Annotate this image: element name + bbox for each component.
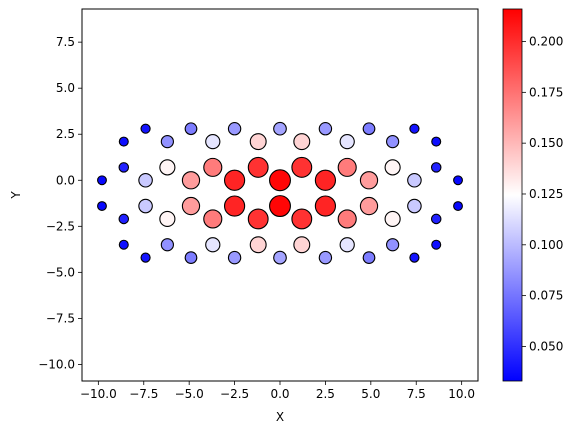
- x-tick-label: 5.0: [361, 387, 380, 401]
- scatter-point: [318, 250, 333, 265]
- y-tick-label: −10.0: [38, 357, 75, 371]
- scatter-point: [227, 121, 242, 136]
- scatter-point: [205, 133, 221, 150]
- scatter-point: [184, 122, 198, 136]
- x-tick-label: 10.0: [448, 387, 475, 401]
- scatter-point: [314, 195, 337, 217]
- x-tick-label: 0.0: [270, 387, 289, 401]
- scatter-point: [407, 172, 422, 188]
- scatter-point: [314, 169, 337, 191]
- scatter-point: [430, 213, 442, 225]
- scatter-point: [181, 171, 201, 190]
- scatter-point: [181, 196, 201, 216]
- x-axis-ticks: −10.0 −7.5 −5.0 −2.5 0.0 2.5 5.0 7.5 10.0: [80, 381, 475, 401]
- scatter-point: [138, 198, 153, 214]
- colorbar-tick-label: 0.050: [529, 339, 563, 353]
- scatter-point: [184, 251, 198, 264]
- y-tick-label: 5.0: [56, 81, 75, 95]
- y-tick-label: 0.0: [56, 173, 75, 187]
- x-tick-label: −7.5: [129, 387, 158, 401]
- scatter-points: [97, 121, 463, 265]
- x-tick-label: −5.0: [175, 387, 204, 401]
- scatter-point: [249, 133, 267, 151]
- scatter-point: [203, 209, 223, 229]
- scatter-point: [409, 123, 420, 134]
- scatter-point: [293, 236, 311, 254]
- scatter-point: [291, 208, 313, 230]
- scatter-point: [227, 250, 242, 265]
- scatter-point: [386, 134, 400, 149]
- scatter-point: [291, 156, 313, 178]
- scatter-point: [453, 201, 463, 211]
- scatter-point: [386, 238, 400, 252]
- scatter-point: [362, 251, 376, 264]
- colorbar-tick-label: 0.100: [529, 238, 563, 252]
- scatter-point: [247, 156, 269, 178]
- scatter-point: [431, 239, 442, 250]
- scatter-point: [384, 159, 401, 176]
- scatter-point: [337, 157, 357, 177]
- y-tick-label: 7.5: [56, 35, 75, 49]
- colorbar-tick-label: 0.175: [529, 85, 563, 99]
- x-tick-label: 2.5: [316, 387, 335, 401]
- plot-frame: [81, 8, 479, 382]
- colorbar-tick-label: 0.125: [529, 187, 563, 201]
- y-tick-label: −5.0: [46, 265, 75, 279]
- scatter-point: [362, 122, 376, 136]
- x-tick-label: −10.0: [80, 387, 117, 401]
- scatter-point: [359, 196, 379, 216]
- scatter-point: [223, 195, 246, 217]
- scatter-point: [409, 252, 420, 263]
- y-axis-ticks: 7.5 5.0 2.5 0.0 −2.5 −5.0 −7.5 −10.0: [38, 35, 82, 371]
- scatter-point: [203, 157, 223, 177]
- scatter-point: [430, 162, 442, 173]
- scatter-point: [318, 121, 333, 136]
- scatter-point: [223, 169, 246, 191]
- scatter-point: [273, 121, 287, 136]
- scatter-point: [138, 172, 153, 188]
- colorbar-gradient: [503, 9, 522, 381]
- scatter-point: [269, 195, 291, 218]
- scatter-point: [339, 237, 355, 253]
- scatter-point: [118, 162, 130, 173]
- scatter-point: [159, 210, 176, 228]
- y-axis-label: Y: [9, 191, 23, 200]
- scatter-point: [205, 237, 221, 253]
- y-tick-label: 2.5: [56, 127, 75, 141]
- scatter-point: [273, 250, 287, 265]
- scatter-point: [160, 238, 174, 252]
- scatter-point: [247, 208, 269, 230]
- scatter-point: [339, 133, 355, 150]
- scatter-point: [118, 239, 129, 250]
- colorbar-frame: [502, 8, 523, 382]
- scatter-point: [118, 213, 130, 225]
- scatter-point: [384, 210, 401, 228]
- colorbar-tick-label: 0.075: [529, 289, 563, 303]
- scatter-point: [359, 171, 379, 190]
- scatter-point: [249, 236, 267, 254]
- scatter-point: [431, 136, 442, 147]
- scatter-point: [160, 134, 174, 149]
- colorbar-tick-label: 0.150: [529, 136, 563, 150]
- scatter-point: [293, 133, 311, 151]
- scatter-point: [140, 123, 151, 134]
- scatter-point: [97, 201, 107, 211]
- colorbar-ticks: 0.050 0.075 0.100 0.125 0.150 0.175 0.200: [522, 35, 563, 353]
- x-tick-label: 7.5: [407, 387, 426, 401]
- scatter-point: [97, 175, 107, 186]
- scatter-point: [140, 252, 151, 263]
- scatter-point: [269, 169, 291, 192]
- scatter-point: [407, 198, 422, 214]
- x-axis-label: X: [276, 410, 284, 424]
- scatter-point: [118, 136, 129, 147]
- scatter-point: [453, 175, 463, 186]
- y-tick-label: −2.5: [46, 219, 75, 233]
- y-tick-label: −7.5: [46, 311, 75, 325]
- x-tick-label: −2.5: [220, 387, 249, 401]
- scatter-point: [159, 159, 176, 176]
- colorbar-tick-label: 0.200: [529, 35, 563, 49]
- scatter-point: [337, 209, 357, 229]
